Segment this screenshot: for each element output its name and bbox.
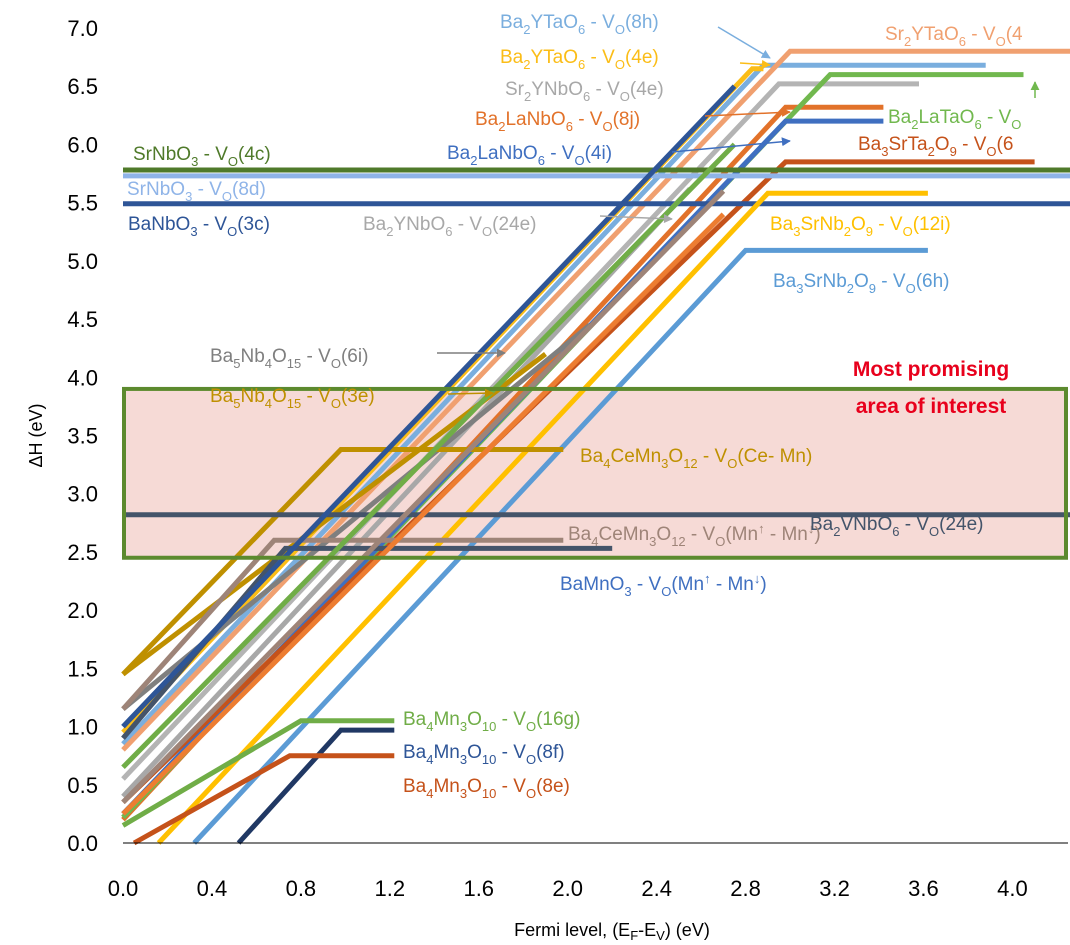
series-line-unlabeled-24 — [121, 142, 737, 770]
y-tick-label: 5.5 — [67, 191, 98, 216]
label-arrow — [599, 214, 673, 224]
x-tick-label: 2.0 — [552, 876, 583, 901]
series-label-ba2ytao6-vo-4e: Ba2YTaO6 - VO(4e) — [500, 47, 659, 72]
y-tick-label: 4.0 — [67, 365, 98, 390]
series-line-ba4mn3o10-vo-8f — [236, 727, 395, 845]
y-tick-label: 2.5 — [67, 540, 98, 565]
series-line-bamno3-vo-mn-mn — [121, 545, 613, 740]
x-tick-label: 2.8 — [730, 876, 761, 901]
x-tick-label: 2.4 — [641, 876, 672, 901]
series-label-ba5nb4o15-vo-3e: Ba5Nb4O15 - VO(3e) — [210, 386, 375, 411]
series-line-ba4mn3o10-vo-8e — [132, 753, 395, 846]
y-tick-label: 3.5 — [67, 424, 98, 449]
series-label-ba3srnb2o9-vo-6h: Ba3SrNb2O9 - VO(6h) — [773, 271, 950, 296]
series-line-ba2lanbo6-vo-4i — [121, 118, 884, 816]
label-arrow — [671, 137, 791, 153]
series-label-ba2lanbo6-vo-4i: Ba2LaNbO6 - VO(4i) — [447, 143, 612, 168]
series-label-ba2latao6-vo: Ba2LaTaO6 - VO — [888, 107, 1021, 132]
series-label-ba4cemn3o12-vo-mn-mn: Ba4CeMn3O12 - VO(Mn↑ - Mn↓) — [568, 521, 821, 549]
series-label-sr2ynbo6-vo-4e: Sr2YNbO6 - VO(4e) — [505, 79, 664, 104]
label-arrow — [447, 388, 494, 398]
series-label-ba4cemn3o12-vo-ce-mn: Ba4CeMn3O12 - VO(Ce- Mn) — [580, 446, 812, 471]
interest-region-border — [122, 386, 1068, 560]
x-axis-title: Fermi level, (EF-EV) (eV) — [514, 920, 710, 943]
series-label-ba2vnbo6-vo-24e: Ba2VNbO6 - VO(24e) — [810, 514, 984, 539]
series-label-srnbo3-vo-4c: SrNbO3 - VO(4c) — [133, 144, 271, 169]
y-tick-label: 6.5 — [67, 74, 98, 99]
series-label-bamno3-vo-mn-mn: BaMnO3 - VO(Mn↑ - Mn↓) — [560, 571, 767, 599]
x-tick-label: 1.2 — [375, 876, 406, 901]
y-tick-labels: 0.0 0.5 1.0 1.5 2.0 2.5 3.0 3.5 4.0 4.5 5.0 5.5 6.0 6… — [67, 16, 98, 856]
y-tick-label: 0.5 — [67, 773, 98, 798]
series-label-ba4mn3o10-vo-16g: Ba4Mn3O10 - VO(16g) — [403, 709, 580, 734]
series-line-ba2ytao6-vo-4e — [121, 66, 764, 735]
series-label-ba2lanbo6-vo-8j: Ba2LaNbO6 - VO(8j) — [475, 109, 640, 134]
series-label-banbo3-vo-3c: BaNbO3 - VO(3c) — [128, 214, 270, 239]
y-tick-label: 3.0 — [67, 482, 98, 507]
region-label-line-2: area of interest — [856, 395, 1007, 418]
series-label-ba5nb4o15-vo-6i: Ba5Nb4O15 - VO(6i) — [210, 346, 368, 371]
series-label-ba3srnb2o9-vo-12i: Ba3SrNb2O9 - VO(12i) — [770, 214, 951, 239]
region-label-line-1: Most promising — [853, 358, 1009, 381]
y-tick-label: 7.0 — [67, 16, 98, 41]
series-label-ba4mn3o10-vo-8f: Ba4Mn3O10 - VO(8f) — [403, 742, 565, 767]
y-tick-label: 4.5 — [67, 307, 98, 332]
series-line-unlabeled-25 — [121, 212, 726, 816]
series-label-sr2ytao6-vo-4: Sr2YTaO6 - VO(4 — [885, 24, 1023, 49]
series-label-srnbo3-vo-8d: SrNbO3 - VO(8d) — [127, 179, 266, 204]
series-line-ba4mn3o10-vo-16g — [121, 718, 395, 828]
series-label-ba2ynbo6-vo-24e: Ba2YNbO6 - VO(24e) — [363, 214, 537, 239]
series-label-ba4mn3o10-vo-8e: Ba4Mn3O10 - VO(8e) — [403, 776, 570, 801]
y-tick-label: 0.0 — [67, 831, 98, 856]
series-label-ba2ytao6-vo-8h: Ba2YTaO6 - VO(8h) — [500, 12, 659, 37]
label-arrow — [739, 59, 771, 69]
x-tick-labels: 0.0 0.4 0.8 1.2 1.6 2.0 2.4 2.8 3.2 3.6 4.0 — [108, 876, 1028, 901]
label-arrow — [717, 26, 771, 59]
label-arrow — [704, 107, 791, 117]
series-line-ba4cemn3o12-vo-mn-mn — [121, 537, 564, 711]
interest-region — [123, 388, 1066, 558]
x-tick-label: 0.0 — [108, 876, 139, 901]
series-line-ba3srnb2o9-vo-12i — [156, 190, 928, 845]
y-tick-label: 1.5 — [67, 656, 98, 681]
series-line-unlabeled-26 — [121, 189, 726, 805]
label-arrows — [437, 26, 1040, 398]
series-line-ba3srta2o9-vo-6 — [121, 159, 1035, 805]
y-tick-label: 5.0 — [67, 249, 98, 274]
series-line-ba2ynbo6-vo-24e — [121, 186, 692, 799]
y-axis-title: ΔH (eV) — [26, 403, 46, 467]
x-tick-label: 3.2 — [819, 876, 850, 901]
x-tick-label: 0.8 — [286, 876, 317, 901]
series-layer — [121, 48, 1070, 846]
x-tick-label: 3.6 — [908, 876, 939, 901]
series-labels: Ba2YTaO6 - VO(8h) Sr2YTaO6 - VO(4 Ba2YTaO6… — [127, 12, 1023, 801]
x-tick-label: 0.4 — [197, 876, 228, 901]
y-tick-label: 2.0 — [67, 598, 98, 623]
x-tick-label: 1.6 — [463, 876, 494, 901]
series-line-ba3srnb2o9-vo-6h — [192, 247, 928, 845]
x-tick-label: 4.0 — [997, 876, 1028, 901]
y-tick-label: 1.0 — [67, 715, 98, 740]
y-tick-label: 6.0 — [67, 132, 98, 157]
series-line-unlabeled-23 — [121, 84, 737, 729]
series-label-ba3srta2o9-vo-6: Ba3SrTa2O9 - VO(6 — [858, 134, 1013, 159]
